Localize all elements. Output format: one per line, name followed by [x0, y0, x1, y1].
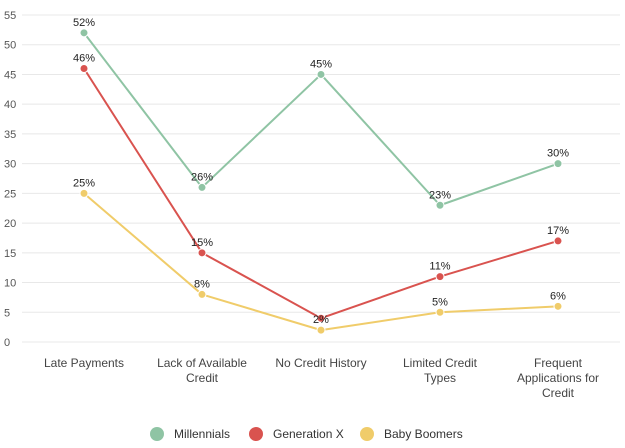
legend-swatch [360, 427, 374, 441]
data-point[interactable] [197, 289, 207, 299]
y-tick-label: 55 [4, 10, 16, 22]
data-label: 25% [73, 177, 95, 189]
x-tick-label: Limited Credit Types [403, 356, 478, 385]
x-axis-ticks: Late Payments Lack of Available Credit No C… [44, 356, 599, 400]
data-point[interactable] [316, 313, 326, 323]
y-tick-label: 40 [4, 99, 16, 111]
y-tick-label: 50 [4, 40, 16, 52]
data-point[interactable] [435, 307, 445, 317]
y-tick-label: 30 [4, 159, 16, 171]
legend-label: Baby Boomers [384, 427, 463, 441]
x-tick-label: No Credit History [275, 356, 366, 370]
y-tick-label: 25 [4, 188, 16, 200]
data-label: 5% [432, 296, 448, 308]
y-tick-label: 20 [4, 218, 16, 230]
data-label: 17% [547, 225, 569, 237]
legend-item[interactable]: Baby Boomers [360, 427, 463, 441]
data-label: 8% [194, 278, 210, 290]
legend-label: Millennials [174, 427, 230, 441]
data-point[interactable] [79, 188, 89, 198]
legend-swatch [249, 427, 263, 441]
data-point[interactable] [553, 301, 563, 311]
x-tick-label: Late Payments [44, 356, 124, 370]
data-point[interactable] [553, 236, 563, 246]
data-label: 46% [73, 53, 95, 65]
legend-swatch [150, 427, 164, 441]
data-point[interactable] [316, 69, 326, 79]
y-tick-label: 15 [4, 248, 16, 260]
y-tick-label: 45 [4, 69, 16, 81]
legend-label: Generation X [273, 427, 344, 441]
data-label: 23% [429, 189, 451, 201]
data-label: 52% [73, 17, 95, 29]
data-point[interactable] [316, 325, 326, 335]
data-label: 11% [429, 261, 450, 273]
data-label: 45% [310, 58, 332, 70]
y-tick-label: 5 [4, 307, 10, 319]
y-tick-label: 35 [4, 129, 16, 141]
data-label: 30% [547, 148, 569, 160]
y-tick-label: 0 [4, 337, 10, 349]
legend[interactable]: Millennials Generation X Baby Boomers [150, 427, 463, 441]
grid [22, 14, 620, 343]
data-label: 6% [550, 290, 566, 302]
y-axis-ticks: 0 5 10 15 20 25 30 35 40 45 50 55 [4, 10, 16, 349]
data-point[interactable] [79, 28, 89, 38]
data-point[interactable] [553, 159, 563, 169]
data-point[interactable] [435, 272, 445, 282]
data-label: 2% [313, 314, 329, 326]
legend-item[interactable]: Millennials [150, 427, 230, 441]
x-tick-label: Lack of Available Credit [157, 356, 247, 385]
y-tick-label: 10 [4, 278, 16, 290]
series-group [79, 28, 563, 335]
x-tick-label: Frequent Applications for Credit [517, 356, 599, 400]
data-point[interactable] [197, 182, 207, 192]
data-label: 26% [191, 171, 213, 183]
data-point[interactable] [79, 64, 89, 74]
data-point[interactable] [197, 248, 207, 258]
legend-item[interactable]: Generation X [249, 427, 344, 441]
data-point[interactable] [435, 200, 445, 210]
data-labels: 52% 26% 45% 23% 30% 46% 15% 11% 17% 25% 8% 2% 5% 6% [73, 17, 569, 326]
data-label: 15% [191, 237, 213, 249]
